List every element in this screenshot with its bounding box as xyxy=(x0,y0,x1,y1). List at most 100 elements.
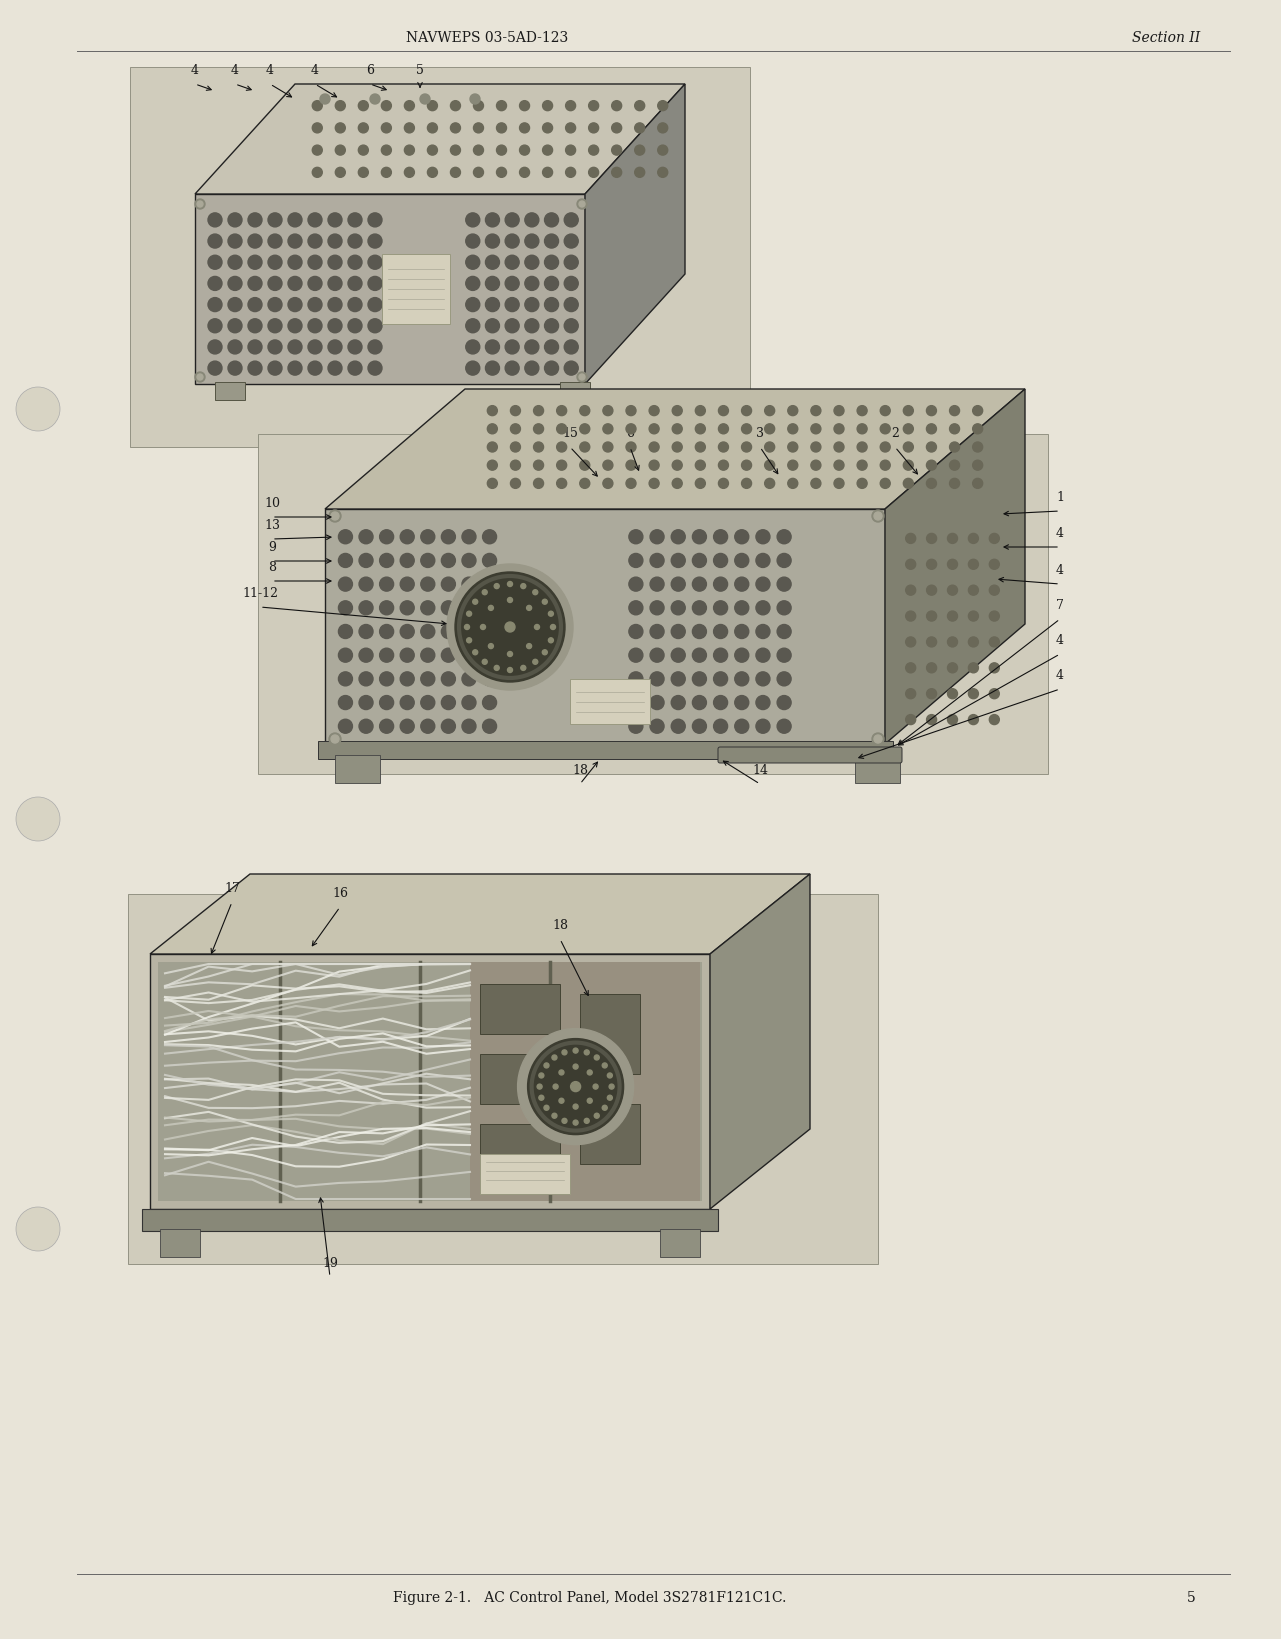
Circle shape xyxy=(442,531,455,544)
Circle shape xyxy=(510,425,520,434)
Circle shape xyxy=(811,479,821,488)
Circle shape xyxy=(742,443,752,452)
Circle shape xyxy=(510,406,520,416)
Circle shape xyxy=(462,554,477,569)
Circle shape xyxy=(336,146,346,156)
Circle shape xyxy=(968,638,979,647)
Circle shape xyxy=(525,213,539,228)
Circle shape xyxy=(548,639,553,644)
Circle shape xyxy=(544,234,559,249)
Text: NAVWEPS 03-5AD-123: NAVWEPS 03-5AD-123 xyxy=(406,31,567,44)
Circle shape xyxy=(338,720,352,734)
Circle shape xyxy=(288,277,302,292)
Circle shape xyxy=(485,277,500,292)
Bar xyxy=(129,67,749,447)
Circle shape xyxy=(562,1119,567,1124)
Circle shape xyxy=(765,461,775,470)
Circle shape xyxy=(466,341,480,354)
Circle shape xyxy=(948,585,957,597)
Circle shape xyxy=(989,585,999,597)
Circle shape xyxy=(487,425,497,434)
Circle shape xyxy=(483,579,497,592)
Circle shape xyxy=(510,461,520,470)
Circle shape xyxy=(528,1039,624,1134)
Circle shape xyxy=(483,649,497,662)
Circle shape xyxy=(359,672,373,687)
Circle shape xyxy=(288,256,302,270)
Circle shape xyxy=(537,1085,542,1090)
Circle shape xyxy=(903,461,913,470)
Circle shape xyxy=(543,102,552,111)
Circle shape xyxy=(466,639,471,644)
Circle shape xyxy=(195,372,205,384)
Circle shape xyxy=(593,1085,598,1090)
Circle shape xyxy=(525,277,539,292)
Circle shape xyxy=(485,234,500,249)
Circle shape xyxy=(564,362,578,375)
Circle shape xyxy=(968,664,979,674)
Circle shape xyxy=(607,1074,612,1078)
Circle shape xyxy=(328,213,342,228)
Circle shape xyxy=(483,554,497,569)
Circle shape xyxy=(268,277,282,292)
Circle shape xyxy=(470,95,480,105)
Circle shape xyxy=(564,277,578,292)
Circle shape xyxy=(466,256,480,270)
Circle shape xyxy=(594,1113,600,1118)
Circle shape xyxy=(629,720,643,734)
Circle shape xyxy=(566,146,575,156)
Circle shape xyxy=(629,579,643,592)
Circle shape xyxy=(348,234,363,249)
Circle shape xyxy=(542,651,547,656)
Circle shape xyxy=(197,375,202,380)
Circle shape xyxy=(949,443,959,452)
Circle shape xyxy=(657,125,667,134)
Circle shape xyxy=(338,531,352,544)
Circle shape xyxy=(580,461,589,470)
Polygon shape xyxy=(325,390,1025,510)
Circle shape xyxy=(603,425,612,434)
Circle shape xyxy=(756,697,770,710)
Circle shape xyxy=(462,531,477,544)
Circle shape xyxy=(948,664,957,674)
Circle shape xyxy=(482,590,487,595)
Circle shape xyxy=(348,341,363,354)
Circle shape xyxy=(903,443,913,452)
Circle shape xyxy=(420,697,434,710)
Circle shape xyxy=(539,1095,544,1100)
Circle shape xyxy=(926,611,936,621)
Circle shape xyxy=(483,697,497,710)
Circle shape xyxy=(428,125,437,134)
Circle shape xyxy=(359,720,373,734)
Circle shape xyxy=(368,298,382,313)
Circle shape xyxy=(811,461,821,470)
Circle shape xyxy=(336,125,346,134)
Circle shape xyxy=(587,1070,592,1075)
Circle shape xyxy=(926,664,936,674)
Bar xyxy=(480,1124,560,1174)
Circle shape xyxy=(649,649,664,662)
Circle shape xyxy=(906,534,916,544)
Circle shape xyxy=(611,169,621,179)
Circle shape xyxy=(534,461,543,470)
Circle shape xyxy=(330,513,339,521)
Circle shape xyxy=(573,1105,578,1110)
Circle shape xyxy=(485,341,500,354)
Circle shape xyxy=(778,720,792,734)
Text: 6: 6 xyxy=(626,426,634,439)
Circle shape xyxy=(359,649,373,662)
Circle shape xyxy=(756,649,770,662)
Circle shape xyxy=(368,362,382,375)
Circle shape xyxy=(714,649,728,662)
Circle shape xyxy=(249,298,263,313)
Circle shape xyxy=(948,534,957,544)
Circle shape xyxy=(379,649,393,662)
Circle shape xyxy=(336,169,346,179)
Circle shape xyxy=(400,720,414,734)
Circle shape xyxy=(534,443,543,452)
Circle shape xyxy=(580,406,589,416)
Circle shape xyxy=(462,624,477,639)
Circle shape xyxy=(228,256,242,270)
Text: 5: 5 xyxy=(416,64,424,77)
Text: 4: 4 xyxy=(1056,564,1065,577)
